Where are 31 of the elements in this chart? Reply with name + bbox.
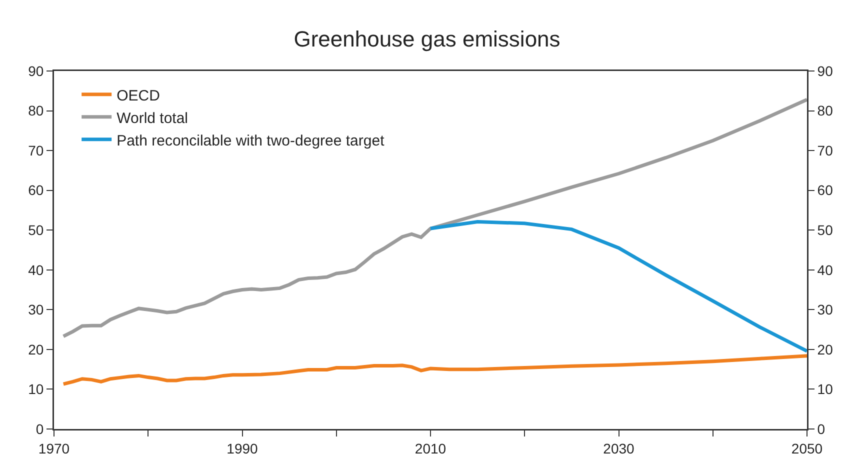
y2-tick-label: 70 <box>817 142 834 158</box>
y-tick-label: 20 <box>28 341 44 358</box>
x-tick-label: 2030 <box>603 440 635 456</box>
y-tick-label: 60 <box>28 182 44 198</box>
y-tick-label: 30 <box>28 302 44 318</box>
legend-label: World total <box>116 110 188 127</box>
x-tick-label: 1990 <box>226 440 258 456</box>
y-tick-label: 0 <box>36 420 44 437</box>
legend-label: Path reconcilable with two-degree target <box>116 132 386 150</box>
y2-tick-label: 20 <box>817 341 834 358</box>
y2-tick-label: 90 <box>817 62 834 79</box>
y-tick-label: 90 <box>28 62 44 79</box>
line-series <box>62 354 807 386</box>
y-tick-label: 40 <box>28 262 44 278</box>
y2-tick-label: 60 <box>817 182 834 198</box>
y2-tick-label: 0 <box>817 420 826 437</box>
y2-tick-label: 50 <box>817 222 834 238</box>
y-tick-label: 70 <box>28 142 44 158</box>
x-tick-label: 2050 <box>791 440 823 456</box>
line-series <box>428 220 807 353</box>
x-tick-label: 2010 <box>414 440 446 456</box>
y2-tick-label: 10 <box>817 381 834 398</box>
y2-tick-label: 30 <box>817 302 834 318</box>
legend-label: OECD <box>116 87 160 104</box>
y-tick-label: 50 <box>28 222 44 238</box>
y-tick-label: 80 <box>28 102 44 119</box>
x-tick-label: 1970 <box>38 440 70 456</box>
y2-tick-label: 40 <box>817 262 834 278</box>
chart-title: Greenhouse gas emissions <box>294 26 560 52</box>
y2-tick-label: 80 <box>817 102 834 119</box>
y-tick-label: 10 <box>28 381 44 398</box>
